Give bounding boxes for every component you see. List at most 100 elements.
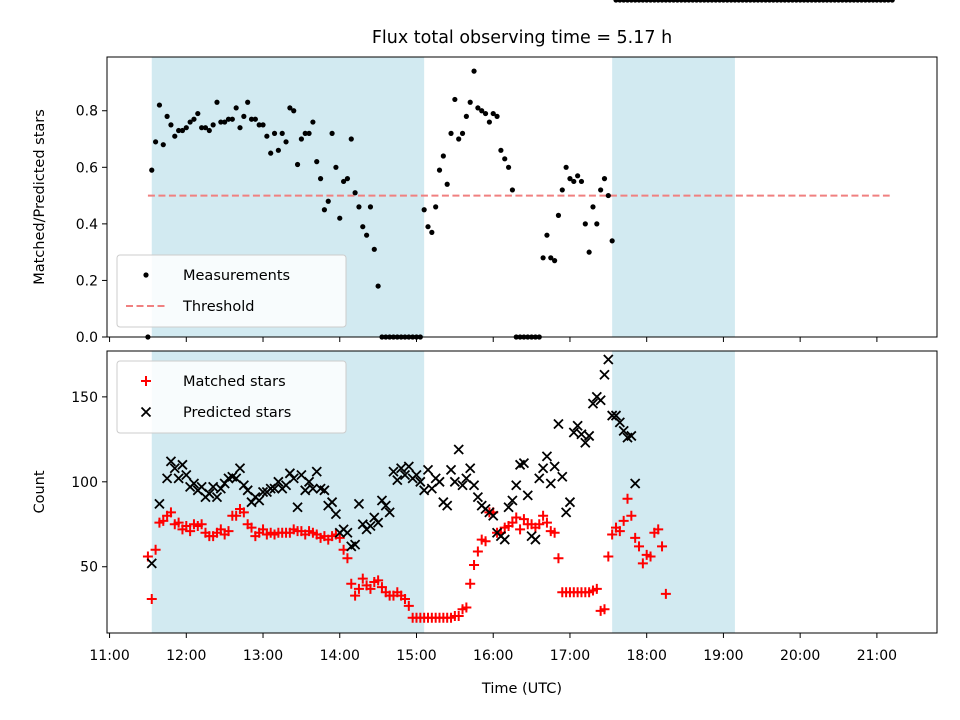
data-point [518,457,530,469]
data-point [503,502,514,513]
data-point [415,476,426,487]
data-point [789,0,796,3]
data-point [563,164,569,170]
data-point [560,507,572,518]
data-point [724,0,730,3]
data-point [360,224,366,230]
shaded-span [612,351,735,633]
data-point [622,493,633,504]
data-point [183,125,189,131]
data-point [425,224,431,230]
data-point [283,139,289,145]
data-point [632,0,638,3]
data-point [317,176,324,182]
data-point [150,544,161,555]
data-point [367,204,374,210]
data-point [453,611,464,622]
data-point [858,0,865,3]
data-point [191,116,197,122]
x-tick-label: 20:00 [780,648,820,664]
data-point [847,0,853,3]
y-tick-label: 0.4 [76,217,98,233]
data-point [618,425,629,436]
data-point [168,122,174,128]
data-point [177,459,188,470]
data-point [626,430,637,442]
shaded-span [612,57,735,337]
data-point [188,478,200,489]
data-point [319,485,330,496]
data-point [682,0,688,3]
data-point [333,164,339,170]
data-point [575,173,581,179]
data-point [578,178,585,185]
data-point [580,437,591,448]
data-point [229,116,235,122]
data-point [169,463,180,474]
legend-box [116,360,347,434]
data-point [624,0,631,3]
data-point [591,583,602,594]
data-point [196,519,207,530]
data-point [269,483,280,494]
data-point [448,130,454,136]
data-point [732,0,738,3]
data-point [161,473,173,484]
data-point [181,469,192,481]
data-point [268,150,274,156]
data-point [613,0,619,3]
data-point [165,507,176,518]
data-point [716,0,723,3]
data-point [518,514,529,525]
data-point [713,0,719,3]
data-point [160,142,166,148]
data-point [403,600,414,611]
data-point [185,526,196,537]
data-point [778,0,784,3]
data-point [690,0,696,3]
data-point [173,517,184,528]
data-point [502,156,508,162]
data-point [603,354,614,365]
data-point [465,578,476,589]
chart-title: Flux total observing time = 5.17 h [372,28,672,48]
data-point [291,108,297,114]
data-point [223,526,234,537]
data-point [218,119,224,125]
data-point [595,395,606,406]
data-point [549,461,560,472]
data-point [601,176,608,182]
data-point [372,517,384,528]
data-point [499,534,510,545]
data-point [459,130,466,136]
legend-box [116,254,347,328]
data-point [411,469,422,481]
data-point [403,461,414,472]
data-point [697,0,704,3]
data-point [231,510,242,521]
bottom-panel: 50 100 150 11:00 12:00 13:00 14:00 15:00 16:00 17… [32,350,938,664]
data-point [590,204,596,210]
data-point [628,0,634,3]
data-point [824,0,830,3]
axes-frame [106,350,938,634]
data-point [498,147,504,153]
data-point [786,0,792,3]
x-tick-label: 15:00 [396,648,436,664]
data-point [540,255,546,261]
data-point [245,99,251,105]
data-point [705,0,711,3]
data-point [576,429,587,440]
legend-label: Matched stars [183,374,286,390]
data-point [181,520,192,531]
data-point [294,161,301,168]
data-point [647,0,654,3]
data-point [461,602,472,613]
data-point [674,0,680,3]
data-point [743,0,750,3]
data-point [154,498,165,510]
data-point [571,178,577,185]
data-point [254,495,265,506]
data-point [480,536,491,547]
